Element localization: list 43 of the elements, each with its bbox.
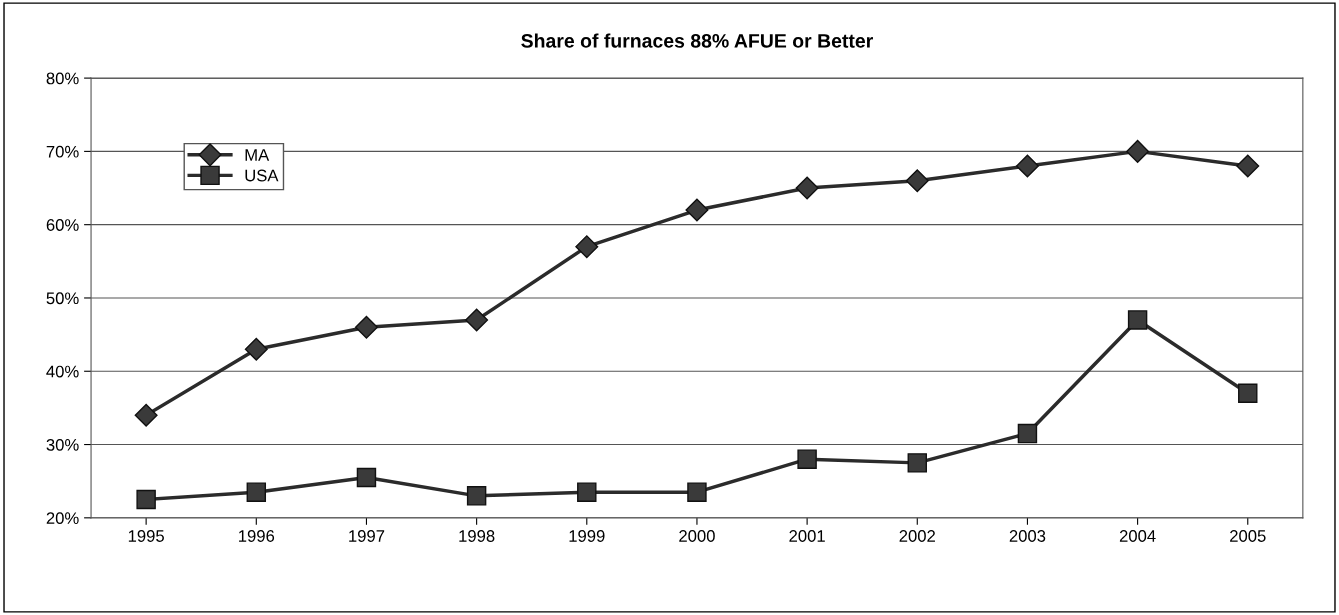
y-tick-label: 70%	[46, 145, 79, 158]
point	[1127, 310, 1148, 330]
point	[795, 176, 819, 200]
y-tick-label: 80%	[46, 72, 79, 85]
x-tick-label: 2002	[899, 530, 935, 542]
point	[136, 489, 156, 510]
y-tick-label: 20%	[46, 512, 79, 525]
point	[1236, 154, 1260, 178]
x-tick-label: 1998	[459, 530, 495, 542]
legend-label: USA	[245, 169, 279, 182]
x-tick-label: 1995	[128, 530, 164, 542]
point	[466, 486, 487, 506]
point	[905, 169, 929, 193]
point	[685, 198, 709, 222]
point	[907, 453, 927, 473]
y-tick-label: 40%	[46, 365, 79, 378]
y-tick-label: 30%	[46, 438, 79, 451]
point	[575, 235, 599, 259]
point	[1238, 383, 1258, 403]
y-tick-label: 50%	[46, 292, 79, 305]
point	[687, 482, 707, 502]
point	[465, 308, 489, 332]
point	[1015, 154, 1039, 178]
y-tick-label: 60%	[46, 219, 79, 231]
x-tick-label: 2001	[789, 530, 825, 542]
x-tick-label: 2000	[679, 530, 715, 542]
x-tick-label: 2004	[1119, 530, 1156, 542]
point	[354, 315, 378, 339]
point	[577, 482, 597, 502]
point	[1017, 423, 1038, 444]
x-tick-label: 1996	[239, 530, 275, 542]
x-tick-label: 1997	[349, 530, 385, 542]
x-tick-label: 2005	[1230, 530, 1266, 542]
point	[797, 449, 817, 469]
point	[356, 467, 377, 488]
legend-label: MA	[245, 149, 270, 161]
point	[246, 482, 267, 502]
point	[244, 337, 268, 361]
x-tick-label: 1999	[569, 530, 605, 542]
chart-title: Share of furnaces 88% AFUE or Better	[521, 33, 873, 48]
x-tick-label: 2003	[1009, 530, 1046, 542]
point	[1126, 139, 1150, 163]
point	[134, 403, 158, 427]
